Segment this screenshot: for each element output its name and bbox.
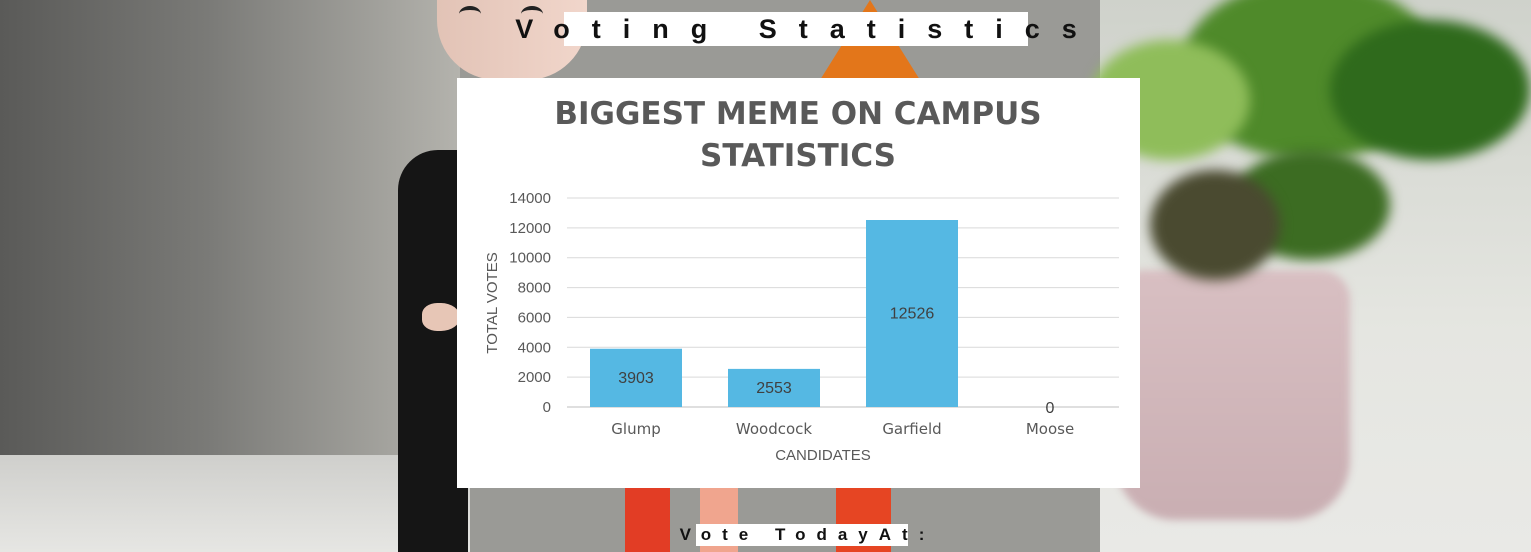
vote-cta-box: Vote TodayAt: xyxy=(680,524,924,546)
data-label-glump: 3903 xyxy=(618,370,654,387)
y-tick-label: 6000 xyxy=(518,309,551,326)
chart-card: BIGGEST MEME ON CAMPUS STATISTICS 0 2000 400… xyxy=(457,78,1140,488)
y-axis-label: TOTAL VOTES xyxy=(484,252,501,353)
y-tick-label: 14000 xyxy=(509,190,551,207)
page-title-box: Voting Statistics xyxy=(515,12,1077,46)
x-axis-label: CANDIDATES xyxy=(775,447,871,464)
bar-garfield xyxy=(866,220,958,407)
y-tick-label: 4000 xyxy=(518,339,551,356)
y-tick-label: 2000 xyxy=(518,369,551,386)
figurine-head xyxy=(437,0,587,80)
figurine-hand xyxy=(422,303,460,331)
vote-cta-text: Vote TodayAt: xyxy=(679,525,936,544)
data-label-moose: 0 xyxy=(1046,400,1055,417)
y-tick-label: 12000 xyxy=(509,220,551,237)
data-label-garfield: 12526 xyxy=(890,306,935,323)
x-tick-label-glump: Glump xyxy=(611,420,660,438)
x-tick-label-garfield: Garfield xyxy=(882,420,941,438)
data-label-woodcock: 2553 xyxy=(756,380,792,397)
x-tick-label-woodcock: Woodcock xyxy=(736,420,813,438)
y-tick-label: 10000 xyxy=(509,250,551,267)
page-title: Voting Statistics xyxy=(515,13,1099,44)
bar-glump xyxy=(590,348,682,407)
chart-title-line-1: BIGGEST MEME ON CAMPUS xyxy=(554,96,1041,132)
figurine-suit xyxy=(398,150,468,552)
chart-title-line-2: STATISTICS xyxy=(700,138,896,174)
x-tick-label-moose: Moose xyxy=(1026,420,1074,438)
y-tick-label: 0 xyxy=(543,399,551,416)
bar-woodcock xyxy=(728,368,820,407)
y-tick-label: 8000 xyxy=(518,280,551,297)
bar-chart: BIGGEST MEME ON CAMPUS STATISTICS 0 2000 400… xyxy=(484,96,1119,464)
